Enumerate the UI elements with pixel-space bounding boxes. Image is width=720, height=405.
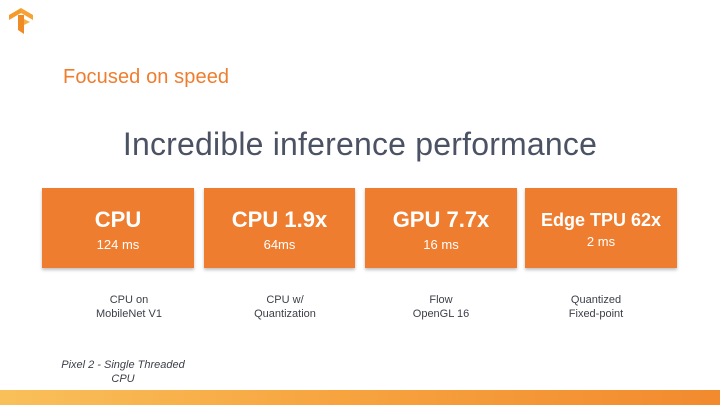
card-caption-edge-tpu: Quantized Fixed-point [521,293,671,321]
caption-line: Fixed-point [568,308,624,320]
caption-line: MobileNet V1 [95,308,163,320]
card-cpu-quantized: CPU 1.9x 64ms [204,188,355,268]
card-title: GPU 7.7x [392,207,490,232]
bottom-gradient-bar [0,390,720,405]
caption-line: CPU on [109,294,149,306]
page-title: Incredible inference performance [122,126,598,162]
tensorflow-logo-icon [9,8,33,34]
card-caption-cpu-quantized: CPU w/ Quantization [210,293,360,321]
footnote: Pixel 2 - Single Threaded CPU [50,358,196,386]
caption-line: Flow [429,294,453,306]
card-title: Edge TPU 62x [540,210,662,230]
card-title: CPU 1.9x [231,207,328,232]
caption-line: OpenGL 16 [412,308,470,320]
section-title: Focused on speed [63,66,230,88]
caption-line: Quantized [570,294,622,306]
card-title: CPU [94,207,142,232]
caption-line: Quantization [254,308,316,320]
card-caption-cpu: CPU on MobileNet V1 [54,293,204,321]
footnote-line: CPU [111,373,135,385]
footnote-line: Pixel 2 - Single Threaded [61,359,185,371]
card-caption-gpu: Flow OpenGL 16 [366,293,516,321]
card-value: 124 ms [96,237,140,252]
card-value: 64ms [263,237,296,252]
card-cpu: CPU 124 ms [42,188,194,268]
card-edge-tpu: Edge TPU 62x 2 ms [525,188,677,268]
caption-line: CPU w/ [266,294,304,306]
card-gpu: GPU 7.7x 16 ms [365,188,517,268]
card-value: 2 ms [586,234,616,249]
card-value: 16 ms [423,237,459,252]
